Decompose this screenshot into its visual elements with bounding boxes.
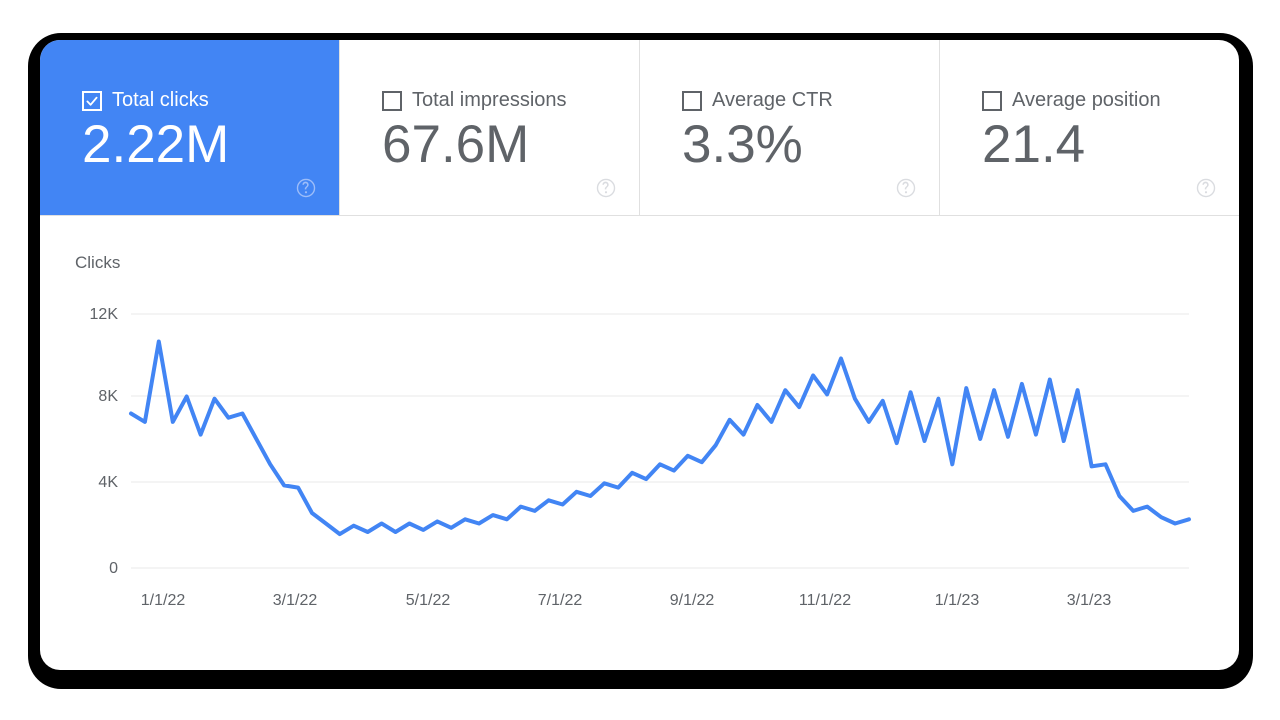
svg-text:4K: 4K: [98, 474, 118, 491]
svg-text:0: 0: [109, 560, 118, 577]
svg-text:1/1/22: 1/1/22: [141, 592, 186, 609]
svg-text:8K: 8K: [98, 388, 118, 405]
svg-text:Clicks: Clicks: [75, 253, 120, 272]
svg-text:3/1/23: 3/1/23: [1067, 592, 1112, 609]
svg-text:11/1/22: 11/1/22: [799, 592, 851, 609]
svg-text:1/1/23: 1/1/23: [935, 592, 980, 609]
svg-text:7/1/22: 7/1/22: [538, 592, 583, 609]
svg-text:5/1/22: 5/1/22: [406, 592, 451, 609]
svg-text:3/1/22: 3/1/22: [273, 592, 318, 609]
svg-text:9/1/22: 9/1/22: [670, 592, 715, 609]
svg-text:12K: 12K: [90, 306, 119, 323]
